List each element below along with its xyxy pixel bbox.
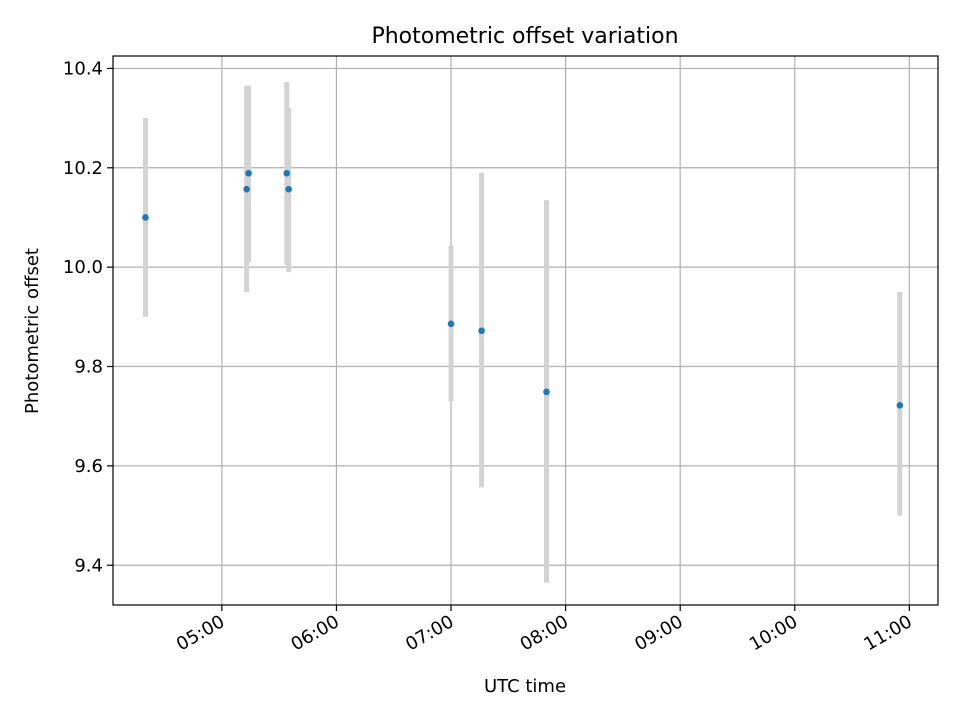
data-point [896,401,904,409]
y-tick-label: 9.6 [74,456,103,477]
data-point [285,185,292,193]
data-point [245,169,252,177]
chart-title: Photometric offset variation [371,24,678,49]
y-tick-label: 9.8 [74,357,103,378]
plot-frame [112,55,939,606]
y-tick-label: 10.4 [63,58,103,79]
data-point [243,185,250,193]
data-point [283,169,291,177]
data-points [142,169,904,409]
data-point [142,214,149,221]
y-tick-label: 10.2 [63,158,103,179]
x-axis-label: UTC time [484,676,566,697]
data-point [478,327,485,335]
y-axis-label: Photometric offset [22,248,43,414]
data-point [447,320,455,328]
y-axis-ticks: 9.4 9.6 9.8 10.0 10.2 10.4 [63,58,113,576]
data-point [543,388,550,396]
y-tick-label: 9.4 [74,555,103,576]
y-tick-label: 10.0 [63,257,103,278]
